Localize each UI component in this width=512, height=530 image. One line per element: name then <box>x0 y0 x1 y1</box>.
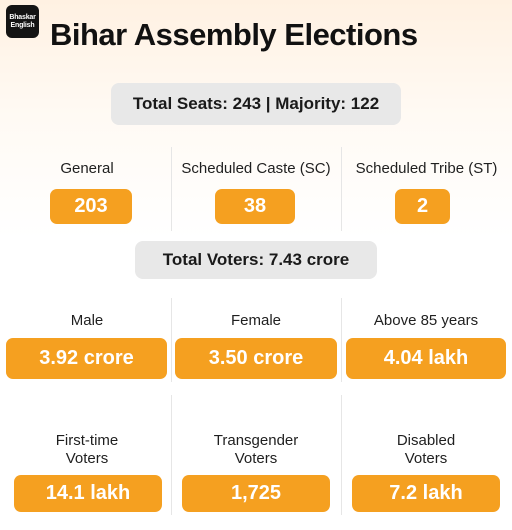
st-seats-badge: 2 <box>395 189 450 224</box>
transgender-label-line-2: Voters <box>234 450 278 467</box>
disabled-label: Disabled Voters <box>343 432 509 468</box>
divider <box>171 147 172 231</box>
sc-label: Scheduled Caste (SC) <box>181 160 331 177</box>
first-time-voters-badge: 14.1 lakh <box>14 475 162 512</box>
first-time-label-line-1: First-time <box>55 432 119 449</box>
male-voters-badge: 3.92 crore <box>6 338 167 379</box>
logo-line-1: Bhaskar <box>9 14 36 22</box>
general-seats-badge: 203 <box>50 189 132 224</box>
male-label: Male <box>70 312 104 329</box>
divider <box>171 395 172 515</box>
above-85-label: Above 85 years <box>373 312 479 329</box>
st-label: Scheduled Tribe (ST) <box>355 160 498 177</box>
disabled-voters-badge: 7.2 lakh <box>352 475 500 512</box>
total-seats-pill: Total Seats: 243 | Majority: 122 <box>111 83 401 125</box>
total-voters-pill: Total Voters: 7.43 crore <box>135 241 377 279</box>
divider <box>341 147 342 231</box>
divider <box>341 298 342 382</box>
first-time-label-line-2: Voters <box>65 450 109 467</box>
general-label: General <box>60 160 114 177</box>
divider <box>171 298 172 382</box>
first-time-label: First-time Voters <box>4 432 170 468</box>
transgender-voters-badge: 1,725 <box>182 475 330 512</box>
disabled-label-line-1: Disabled <box>396 432 456 449</box>
female-voters-badge: 3.50 crore <box>175 338 337 379</box>
above-85-voters-badge: 4.04 lakh <box>346 338 506 379</box>
sc-seats-badge: 38 <box>215 189 295 224</box>
logo-line-2: English <box>10 21 35 29</box>
disabled-label-line-2: Voters <box>404 450 448 467</box>
divider <box>341 395 342 515</box>
female-label: Female <box>230 312 282 329</box>
brand-logo: Bhaskar English <box>6 5 39 38</box>
transgender-label-line-1: Transgender <box>213 432 299 449</box>
page-title: Bihar Assembly Elections <box>50 17 418 52</box>
transgender-label: Transgender Voters <box>173 432 339 468</box>
